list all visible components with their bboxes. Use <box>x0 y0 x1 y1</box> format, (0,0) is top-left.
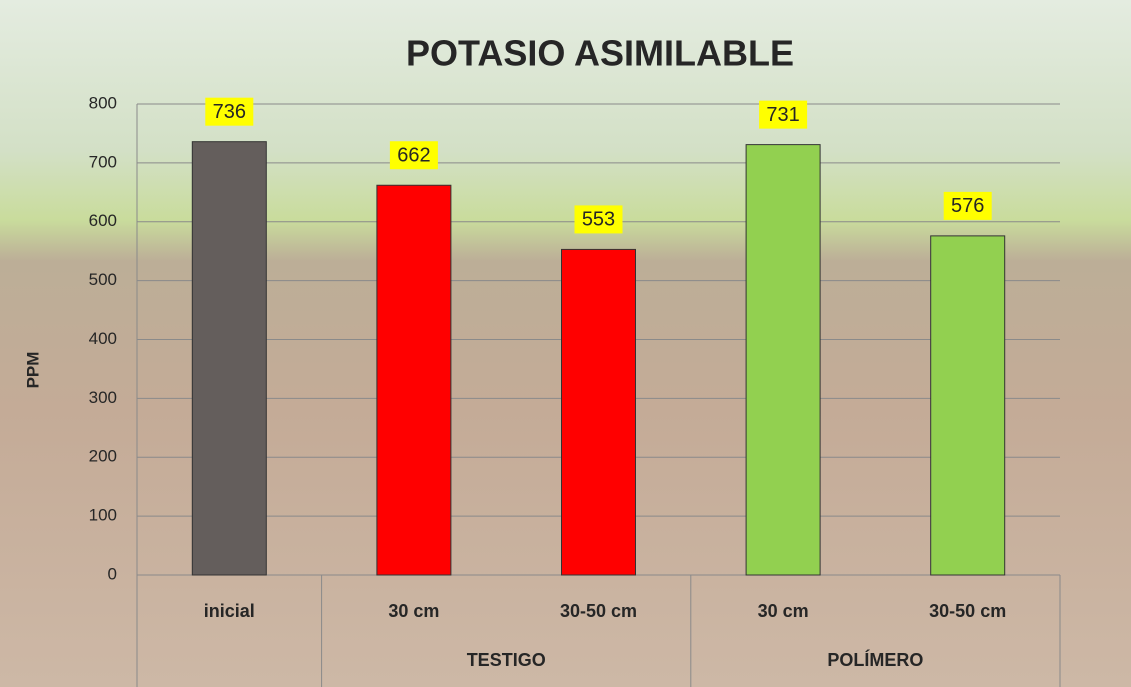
data-label: 736 <box>213 101 246 123</box>
x-tick-label: 30-50 cm <box>560 601 637 621</box>
y-tick-label: 700 <box>89 152 117 171</box>
group-label: POLÍMERO <box>827 649 923 670</box>
group-label: TESTIGO <box>467 650 546 670</box>
bar <box>930 235 1006 576</box>
y-tick-label: 300 <box>89 388 117 407</box>
x-tick-label: inicial <box>204 601 255 621</box>
y-axis-label: PPM <box>23 352 42 389</box>
chart-title: POTASIO ASIMILABLE <box>406 33 794 74</box>
data-label-bg <box>389 141 438 170</box>
y-tick-label: 500 <box>89 270 117 289</box>
data-label: 731 <box>766 104 799 126</box>
data-label-bg <box>759 100 808 129</box>
x-tick-label: 30 cm <box>758 601 809 621</box>
x-tick-label: 30-50 cm <box>929 601 1006 621</box>
data-label-bg <box>943 191 992 220</box>
bar <box>191 141 267 576</box>
data-label-bg <box>205 97 254 126</box>
y-tick-label: 200 <box>89 447 117 466</box>
data-label: 553 <box>582 209 615 231</box>
y-tick-label: 0 <box>108 564 117 583</box>
data-label: 662 <box>397 145 430 167</box>
bar <box>561 248 636 576</box>
y-tick-label: 100 <box>89 506 117 525</box>
bar <box>376 184 452 576</box>
y-tick-label: 800 <box>89 93 117 112</box>
x-tick-label: 30 cm <box>388 601 439 621</box>
bar <box>745 144 821 576</box>
data-label: 576 <box>951 195 984 217</box>
data-label-bg <box>574 205 623 234</box>
y-tick-label: 400 <box>89 329 117 348</box>
y-tick-label: 600 <box>89 211 117 230</box>
